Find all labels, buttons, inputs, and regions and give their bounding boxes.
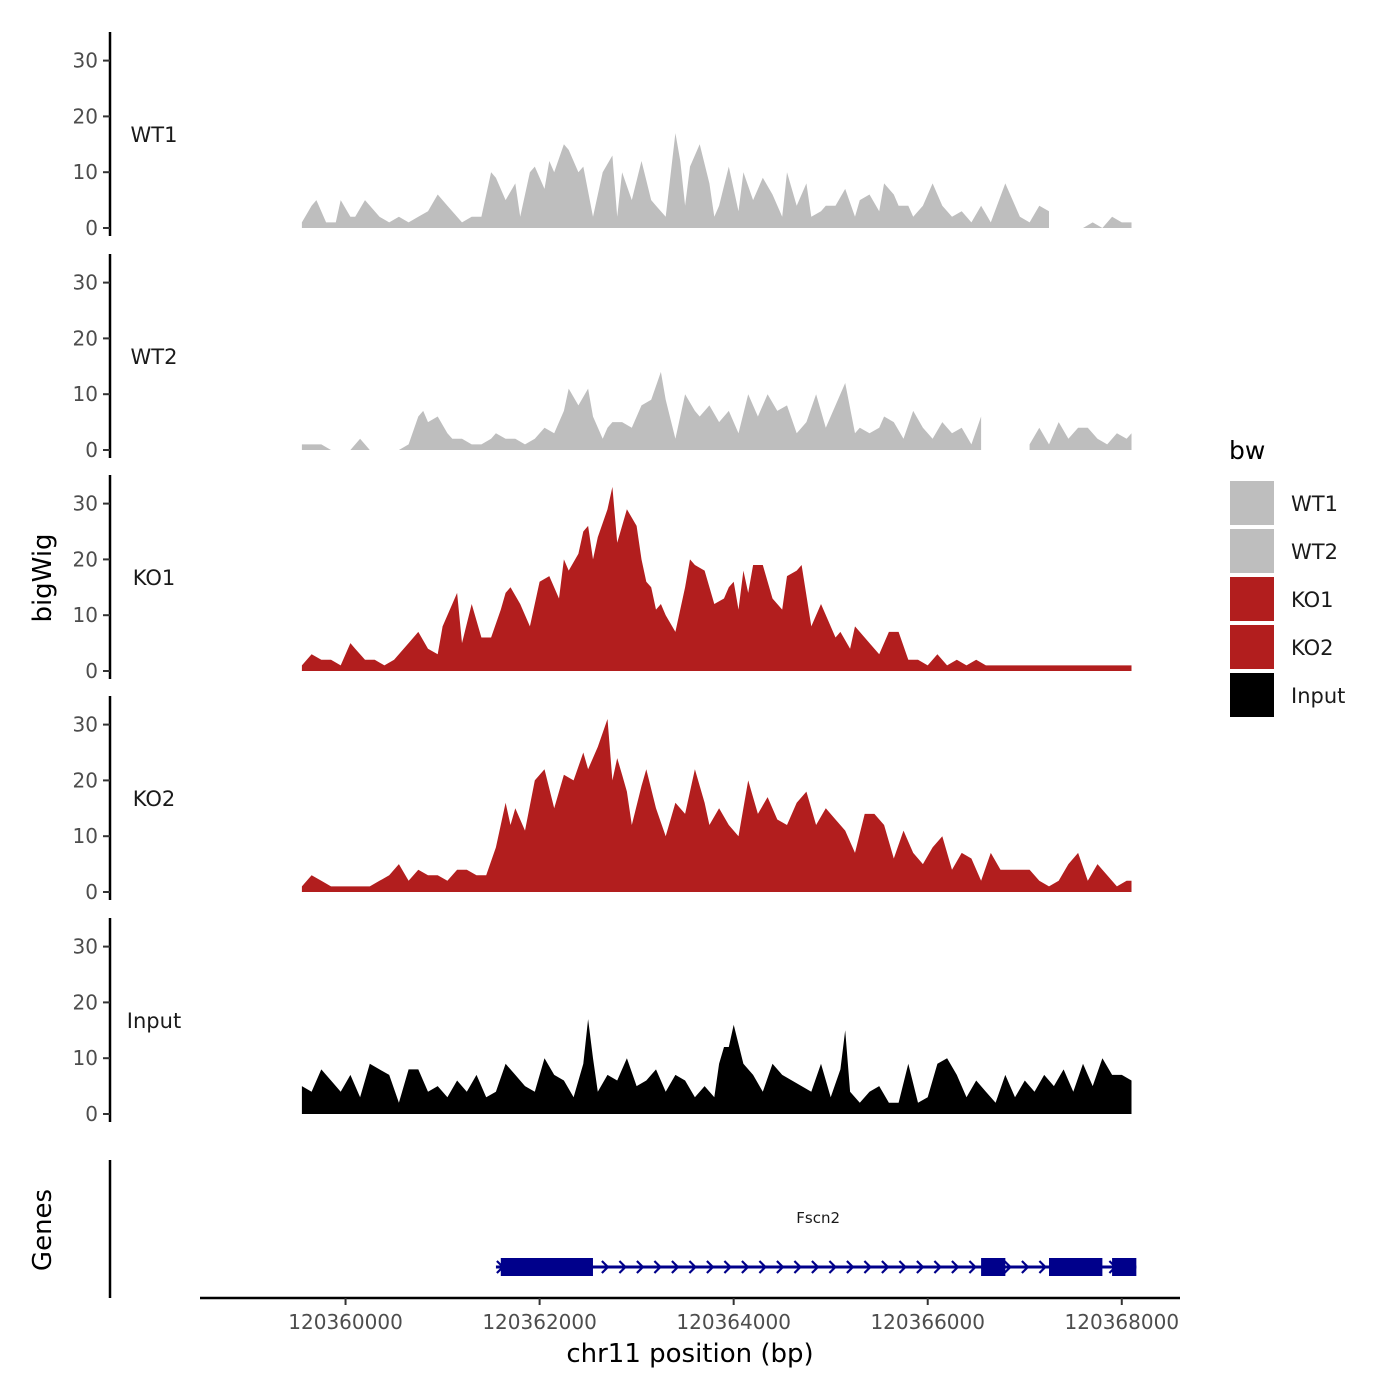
strand-arrow — [898, 1260, 907, 1274]
coverage-area-input — [301, 1019, 1132, 1114]
y-tick-label: 30 — [73, 713, 98, 737]
coverage-area-ko1 — [301, 486, 1132, 671]
gene-label: Fscn2 — [796, 1209, 840, 1227]
track-label: KO2 — [133, 787, 176, 811]
legend-item-input: Input — [1230, 673, 1345, 717]
strand-arrow — [653, 1260, 662, 1274]
strand-arrow — [671, 1260, 680, 1274]
x-axis-title: chr11 position (bp) — [566, 1339, 813, 1369]
y-tick-label: 10 — [73, 382, 98, 406]
x-tick-label: 120366000 — [870, 1310, 985, 1334]
strand-arrow — [618, 1260, 627, 1274]
legend-label: WT2 — [1291, 540, 1338, 564]
track-input: 0 10 20 30 Input — [73, 918, 1132, 1126]
x-tick-label: 120362000 — [482, 1310, 597, 1334]
strand-arrow — [688, 1260, 697, 1274]
legend-item-wt2: WT2 — [1230, 529, 1338, 573]
strand-arrow — [933, 1260, 942, 1274]
strand-arrow — [1021, 1260, 1030, 1274]
strand-arrow — [863, 1260, 872, 1274]
strand-arrow — [636, 1260, 645, 1274]
y-tick-label: 0 — [85, 216, 98, 240]
strand-arrow — [811, 1260, 820, 1274]
exon — [500, 1258, 593, 1276]
x-tick-label: 120360000 — [288, 1310, 403, 1334]
y-tick-label: 20 — [73, 990, 98, 1014]
legend-item-ko1: KO1 — [1230, 577, 1334, 621]
track-label: Input — [127, 1009, 181, 1033]
legend-item-wt1: WT1 — [1230, 481, 1338, 525]
y-tick-label: 20 — [73, 768, 98, 792]
strand-arrow — [758, 1260, 767, 1274]
x-axis: 120360000 120362000 120364000 120366000 1203… — [200, 1296, 1180, 1334]
legend-swatch — [1230, 481, 1274, 525]
y-tick-label: 10 — [73, 824, 98, 848]
tracks: 0 10 20 30 WT1 0 10 20 30 WT2 0 10 20 30 KO1 0 10 20 30 KO2… — [73, 32, 1132, 1126]
strand-arrow — [793, 1260, 802, 1274]
y-tick-label: 0 — [85, 880, 98, 904]
coverage-area-wt2 — [301, 371, 1132, 450]
exon — [1112, 1258, 1137, 1276]
exon — [1049, 1258, 1103, 1276]
strand-arrow — [968, 1260, 977, 1274]
track-ko2: 0 10 20 30 KO2 — [73, 696, 1132, 904]
track-ko1: 0 10 20 30 KO1 — [73, 475, 1132, 683]
y-tick-label: 0 — [85, 659, 98, 683]
legend-label: KO1 — [1291, 588, 1334, 612]
legend-item-ko2: KO2 — [1230, 625, 1334, 669]
strand-arrow — [828, 1260, 837, 1274]
y-axis-title: bigWig — [28, 533, 58, 622]
strand-arrow — [1038, 1260, 1047, 1274]
strand-arrow — [951, 1260, 960, 1274]
legend-label: KO2 — [1291, 636, 1334, 660]
strand-arrow — [723, 1260, 732, 1274]
y-tick-label: 30 — [73, 492, 98, 516]
strand-arrow — [1003, 1260, 1012, 1274]
x-tick-label: 120364000 — [676, 1310, 791, 1334]
genes-axis-title: Genes — [28, 1189, 58, 1271]
strand-arrow — [916, 1260, 925, 1274]
legend-swatch — [1230, 625, 1274, 669]
legend-title: bw — [1229, 436, 1265, 465]
legend-swatch — [1230, 673, 1274, 717]
coverage-area-wt1 — [301, 133, 1132, 228]
x-tick-label: 120368000 — [1065, 1310, 1180, 1334]
coverage-area-ko2 — [301, 719, 1132, 892]
y-tick-label: 20 — [73, 326, 98, 350]
y-tick-label: 0 — [85, 438, 98, 462]
gene-fscn2: Fscn2 — [495, 1209, 1137, 1276]
legend-label: WT1 — [1291, 492, 1338, 516]
y-tick-label: 30 — [73, 271, 98, 295]
legend-label: Input — [1291, 684, 1345, 708]
legend-swatch — [1230, 577, 1274, 621]
legend: bw WT1 WT2 KO1 KO2 Input — [1229, 436, 1345, 717]
track-label: WT2 — [131, 345, 178, 369]
y-tick-label: 20 — [73, 104, 98, 128]
y-tick-label: 30 — [73, 935, 98, 959]
exon — [981, 1258, 1006, 1276]
strand-arrow — [846, 1260, 855, 1274]
track-label: KO1 — [133, 566, 176, 590]
y-tick-label: 20 — [73, 547, 98, 571]
strand-arrow — [601, 1260, 610, 1274]
strand-arrow — [741, 1260, 750, 1274]
track-wt1: 0 10 20 30 WT1 — [73, 32, 1132, 240]
track-label: WT1 — [131, 123, 178, 147]
y-tick-label: 10 — [73, 603, 98, 627]
strand-arrow — [776, 1260, 785, 1274]
y-tick-label: 0 — [85, 1102, 98, 1126]
track-wt2: 0 10 20 30 WT2 — [73, 254, 1132, 462]
genes-panel: Fscn2 — [108, 1160, 1137, 1298]
legend-swatch — [1230, 529, 1274, 573]
y-tick-label: 10 — [73, 160, 98, 184]
y-tick-label: 30 — [73, 49, 98, 73]
y-tick-label: 10 — [73, 1046, 98, 1070]
strand-arrow — [881, 1260, 890, 1274]
strand-arrow — [706, 1260, 715, 1274]
